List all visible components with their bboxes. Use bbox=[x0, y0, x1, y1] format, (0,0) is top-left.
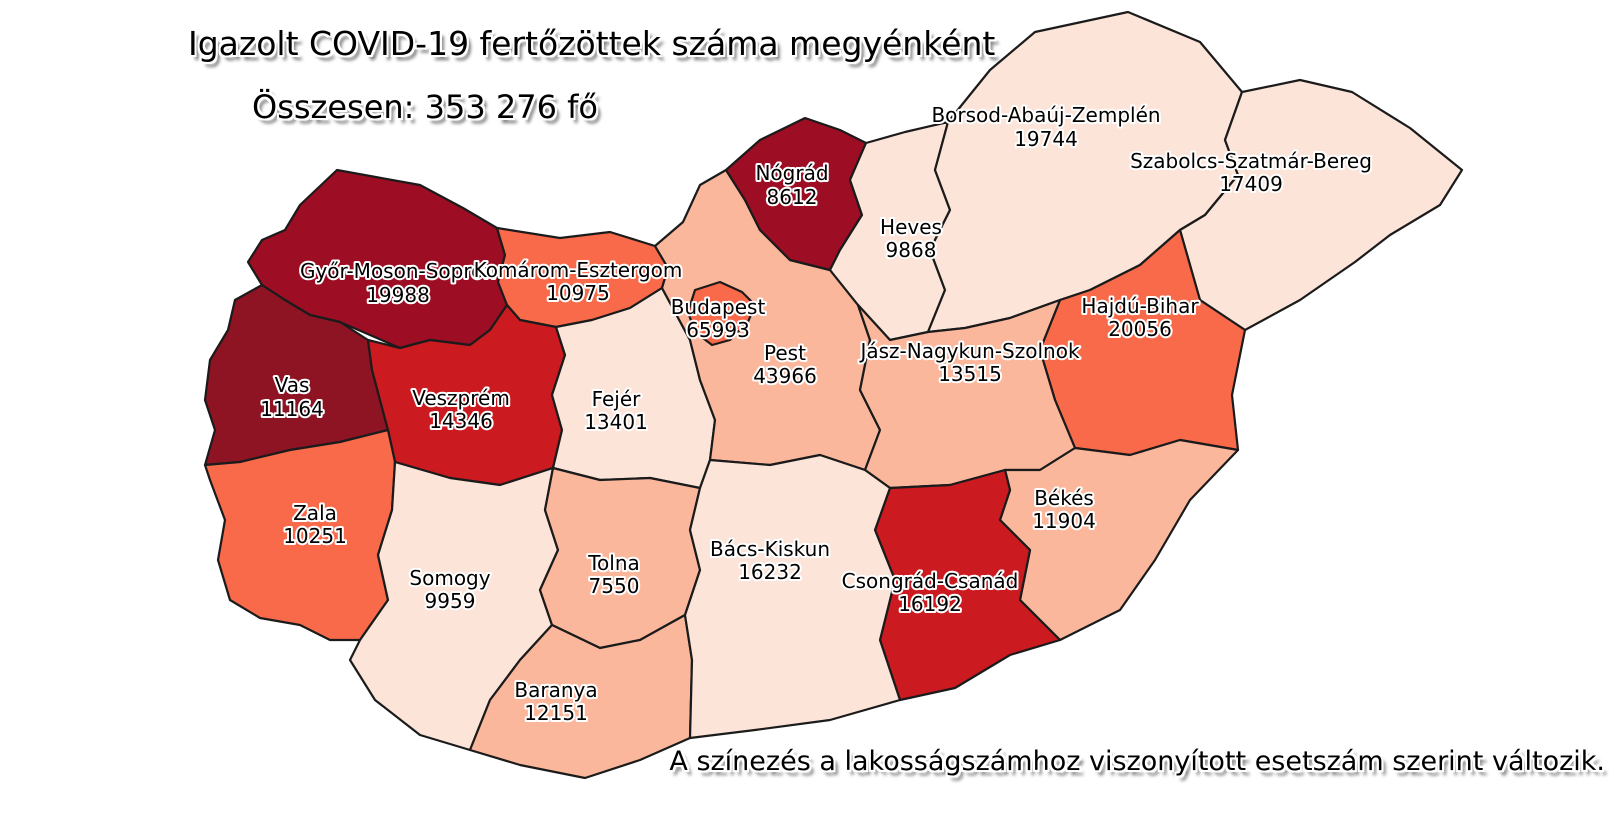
county-label-borsod-abauj-zemplen: Borsod-Abaúj-Zemplén 19744 bbox=[931, 103, 1160, 151]
county-szabolcs-szatmar-bereg bbox=[1178, 78, 1464, 332]
county-label-somogy: Somogy 9959 bbox=[409, 566, 490, 613]
county-label-fejer: Fejér 13401 bbox=[584, 387, 648, 434]
county-label-tolna: Tolna 7550 bbox=[587, 551, 640, 598]
map-footnote: A színezés a lakosságszámhoz viszonyítot… bbox=[669, 746, 1605, 777]
county-label-jasz-nagykun-szolnok: Jász-Nagykun-Szolnok 13515 bbox=[858, 339, 1079, 386]
county-label-bacs-kiskun: Bács-Kiskun 16232 bbox=[710, 537, 830, 584]
county-baranya bbox=[468, 613, 694, 780]
county-bekes bbox=[998, 438, 1240, 642]
county-label-pest: Pest 43966 bbox=[753, 341, 817, 388]
county-label-csongrad-csanad: Csongrád-Csanád 16192 bbox=[842, 569, 1019, 616]
county-bacs-kiskun bbox=[683, 453, 902, 740]
county-label-heves: Heves 9868 bbox=[880, 215, 942, 262]
county-label-szabolcs-szatmar-bereg: Szabolcs-Szatmár-Bereg 17409 bbox=[1130, 149, 1372, 196]
county-label-zala: Zala 10251 bbox=[283, 501, 347, 548]
county-label-veszprem: Veszprém 14346 bbox=[412, 386, 510, 433]
county-label-hajdu-bihar: Hajdú-Bihar 20056 bbox=[1081, 294, 1199, 341]
county-label-budapest: Budapest 65993 bbox=[671, 295, 766, 342]
county-label-nograd: Nógrád 8612 bbox=[755, 161, 828, 209]
county-label-vas: Vas 11164 bbox=[260, 373, 324, 421]
county-budapest bbox=[686, 280, 757, 347]
map-total: Összesen: 353 276 fő bbox=[252, 88, 598, 126]
county-label-komarom-esztergom: Komárom-Esztergom 10975 bbox=[474, 258, 683, 305]
county-label-bekes: Békés 11904 bbox=[1032, 486, 1096, 533]
county-label-baranya: Baranya 12151 bbox=[514, 678, 597, 725]
map-title: Igazolt COVID-19 fertőzöttek száma megyé… bbox=[188, 24, 996, 63]
county-label-gyor-moson-sopron: Győr-Moson-Sopron 19988 bbox=[300, 259, 496, 307]
